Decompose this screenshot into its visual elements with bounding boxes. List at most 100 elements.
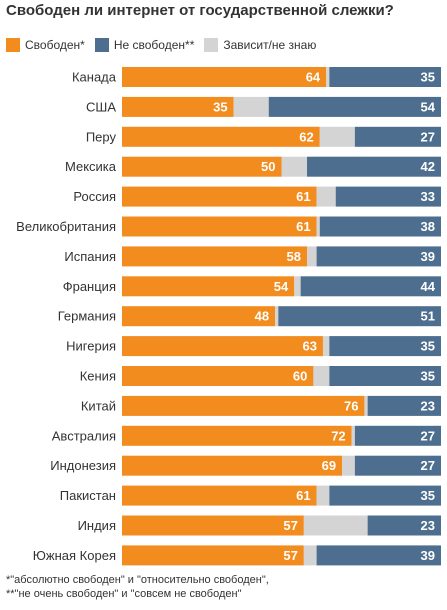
- category-label: Индия: [78, 518, 116, 533]
- bar-segment: [316, 186, 336, 207]
- bar-segment: [329, 336, 441, 357]
- data-label: 33: [421, 189, 435, 204]
- data-label: 44: [421, 279, 436, 294]
- data-label: 62: [299, 129, 313, 144]
- bar-segment: [326, 67, 330, 87]
- bar-segment: [322, 336, 330, 357]
- category-label: Индонезия: [50, 458, 116, 473]
- legend-item-not-free: Не свободен**: [94, 38, 195, 52]
- bar-segment: [367, 515, 441, 536]
- bar-segment: [122, 336, 323, 357]
- category-label: Перу: [86, 129, 117, 144]
- legend-swatch-free: [6, 38, 20, 52]
- bar-segment: [122, 96, 234, 117]
- data-label: 51: [421, 309, 435, 324]
- bar-segment: [354, 126, 441, 147]
- data-label: 35: [421, 339, 435, 354]
- bar-segment: [122, 425, 352, 446]
- data-label: 23: [421, 518, 435, 533]
- category-label: Россия: [73, 189, 116, 204]
- data-label: 35: [213, 99, 227, 114]
- category-label: Канада: [72, 70, 117, 85]
- data-label: 76: [344, 398, 358, 413]
- bar-segment: [122, 67, 327, 87]
- category-label: Нигерия: [66, 339, 116, 354]
- bar-segment: [122, 545, 304, 566]
- data-label: 60: [293, 369, 307, 384]
- bar-segment: [351, 425, 355, 446]
- bar-segment: [278, 306, 441, 327]
- bar-segment: [122, 455, 343, 476]
- bar-segment: [122, 246, 308, 267]
- legend-swatch-depends: [204, 38, 219, 52]
- bar-segment: [122, 515, 304, 536]
- bar-segment: [319, 216, 441, 237]
- bar-segment: [342, 455, 355, 476]
- data-label: 54: [274, 279, 289, 294]
- data-label: 23: [421, 398, 435, 413]
- chart-title: Свободен ли интернет от государственной …: [6, 2, 394, 19]
- category-label: Мексика: [65, 159, 117, 174]
- bar-segment: [122, 216, 317, 237]
- stacked-bar-chart: Канада 64 35 США 35 54 Перу 62 27 Мексика 50 42 Росс…: [16, 67, 441, 566]
- bar-segment: [122, 395, 365, 416]
- category-label: Германия: [58, 309, 116, 324]
- bar-segment: [122, 366, 314, 386]
- bar-segment: [303, 515, 368, 536]
- bar-segment: [316, 216, 320, 237]
- bar-segment: [354, 425, 441, 446]
- category-label: Кения: [80, 369, 116, 384]
- legend-item-depends: Зависит/не знаю: [204, 38, 316, 52]
- category-label: Пакистан: [60, 488, 116, 503]
- legend-swatch-not-free: [94, 38, 109, 52]
- data-label: 27: [421, 129, 435, 144]
- category-label: Великобритания: [16, 219, 116, 234]
- data-label: 61: [296, 488, 310, 503]
- data-label: 38: [421, 219, 435, 234]
- bar-segment: [122, 186, 317, 207]
- legend-label-not-free: Не свободен**: [113, 38, 195, 52]
- category-label: Испания: [64, 249, 116, 264]
- data-label: 69: [322, 458, 336, 473]
- legend: Свободен* Не свободен** Зависит/не знаю: [6, 38, 326, 52]
- bar-segment: [313, 366, 330, 386]
- data-label: 35: [421, 369, 435, 384]
- bar-segment: [122, 126, 320, 147]
- data-label: 64: [306, 70, 321, 85]
- bar-segment: [233, 96, 269, 117]
- bar-segment: [307, 156, 441, 177]
- legend-label-free: Свободен*: [25, 38, 85, 52]
- data-label: 27: [421, 458, 435, 473]
- bar-segment: [316, 246, 441, 267]
- data-label: 61: [296, 219, 310, 234]
- footnote-not-free: **"не очень свободен" и "совсем не свобо…: [6, 588, 242, 600]
- data-label: 58: [287, 249, 301, 264]
- bar-segment: [268, 96, 441, 117]
- bar-segment: [335, 186, 441, 207]
- bar-segment: [316, 545, 441, 566]
- bar-segment: [303, 545, 317, 566]
- bar-segment: [354, 455, 441, 476]
- category-label: Южная Корея: [33, 548, 116, 563]
- bar-segment: [275, 306, 279, 327]
- bar-segment: [281, 156, 308, 177]
- data-label: 35: [421, 488, 435, 503]
- data-label: 48: [255, 309, 269, 324]
- data-label: 42: [421, 159, 435, 174]
- category-label: Франция: [63, 279, 116, 294]
- data-label: 61: [296, 189, 310, 204]
- bar-segment: [122, 306, 276, 327]
- data-label: 54: [421, 99, 436, 114]
- bar-segment: [307, 246, 317, 267]
- data-label: 63: [303, 339, 317, 354]
- bar-segment: [122, 276, 295, 297]
- data-label: 39: [421, 548, 435, 563]
- bar-segment: [367, 395, 441, 416]
- bar-segment: [122, 485, 317, 506]
- data-label: 57: [283, 518, 297, 533]
- footnotes: *"абсолютно свободен" и "относительно св…: [6, 573, 269, 601]
- bar-segment: [329, 67, 441, 87]
- data-label: 72: [331, 428, 345, 443]
- data-label: 27: [421, 428, 435, 443]
- bar-segment: [300, 276, 441, 297]
